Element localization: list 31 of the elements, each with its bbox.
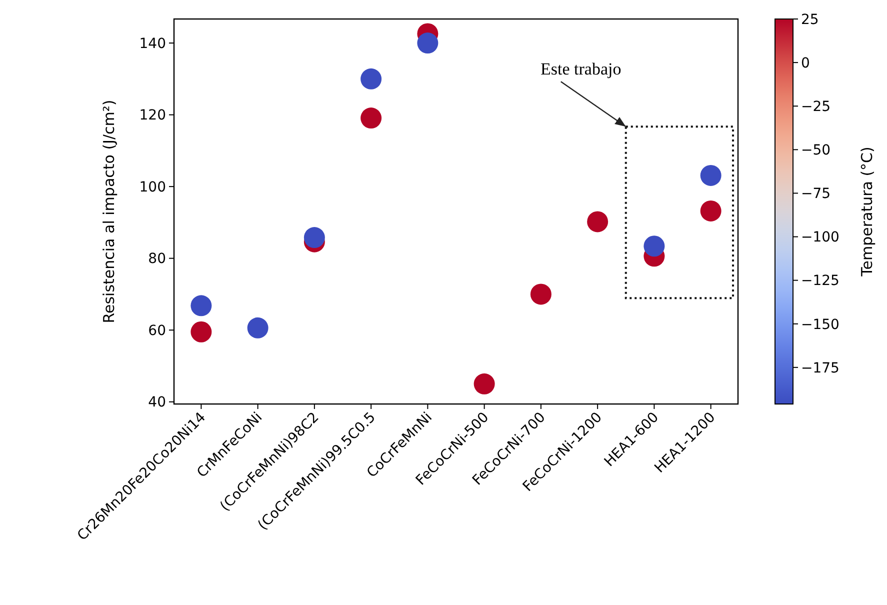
color-bar-label: −25 [801, 99, 831, 116]
annotation: Este trabajo [540, 60, 622, 79]
color-bar-label: −150 [801, 316, 840, 333]
point [190, 321, 212, 342]
color-bar-label: 0 [801, 55, 810, 72]
point [190, 295, 212, 316]
point [700, 200, 722, 222]
point [417, 32, 438, 54]
color-bar-label: −100 [801, 230, 840, 246]
color-bar-label: −75 [801, 186, 831, 202]
y-tick-label: 60 [148, 322, 166, 339]
y-tick-label: 120 [139, 108, 166, 124]
y-tick-label: 40 [148, 394, 166, 411]
y-tick-label: 80 [148, 251, 166, 268]
point [587, 211, 608, 232]
color-bar-label: −175 [801, 360, 840, 376]
y-axis-title: Resistencia al impacto (J/cm²) [100, 100, 118, 324]
color-bar-title: Temperatura (°C) [858, 146, 876, 278]
point [530, 284, 552, 305]
color-bar-label: 25 [801, 12, 819, 28]
color-bar-label: −125 [801, 273, 840, 290]
point [360, 68, 382, 90]
y-tick-label: 100 [139, 179, 166, 196]
point [474, 373, 495, 394]
point [360, 108, 382, 129]
point [304, 227, 325, 248]
color-bar-label: −50 [801, 142, 831, 159]
y-tick-label: 140 [139, 36, 166, 52]
point [247, 317, 268, 338]
point [700, 164, 722, 186]
point [644, 236, 665, 257]
